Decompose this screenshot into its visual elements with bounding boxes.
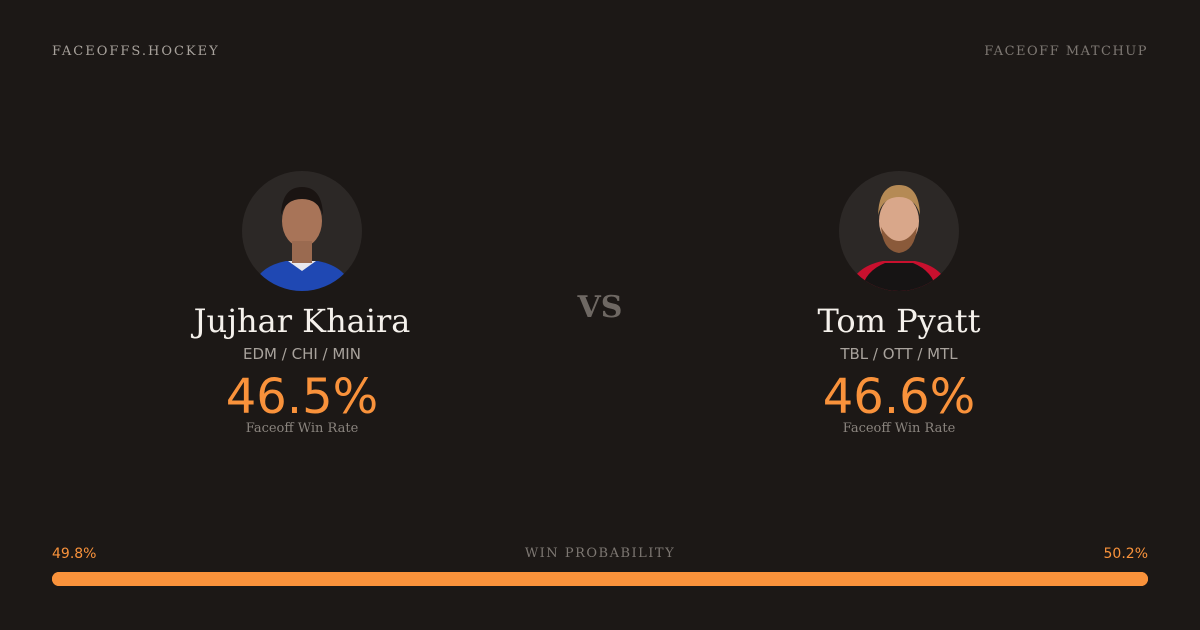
player-silhouette-icon: [849, 185, 949, 291]
win-probability-bar: [52, 572, 1148, 586]
win-probability-left-segment: [52, 572, 598, 586]
win-probability-left: 49.8%: [52, 546, 97, 562]
page-tag: FACEOFF MATCHUP: [984, 44, 1148, 59]
faceoff-win-rate: 46.5%: [225, 369, 379, 425]
player-photo: [839, 171, 959, 291]
win-probability-right-segment: [597, 572, 1148, 586]
vs-label: VS: [577, 290, 623, 325]
faceoff-win-rate: 46.6%: [822, 369, 976, 425]
player-silhouette-icon: [252, 187, 352, 291]
player-photo: [242, 171, 362, 291]
faceoff-win-rate-label: Faceoff Win Rate: [245, 421, 359, 436]
player-name: Tom Pyatt: [817, 302, 981, 340]
site-brand[interactable]: FACEOFFS.HOCKEY: [52, 44, 220, 59]
player-card-right: Tom Pyatt TBL / OTT / MTL 46.6% Faceoff …: [749, 171, 1049, 436]
player-name: Jujhar Khaira: [193, 302, 411, 340]
win-probability-label: WIN PROBABILITY: [524, 546, 676, 561]
faceoff-win-rate-label: Faceoff Win Rate: [842, 421, 956, 436]
player-teams: TBL / OTT / MTL: [840, 345, 958, 363]
player-card-left: Jujhar Khaira EDM / CHI / MIN 46.5% Face…: [152, 171, 452, 436]
win-probability-right: 50.2%: [1103, 546, 1148, 562]
player-teams: EDM / CHI / MIN: [243, 345, 361, 363]
